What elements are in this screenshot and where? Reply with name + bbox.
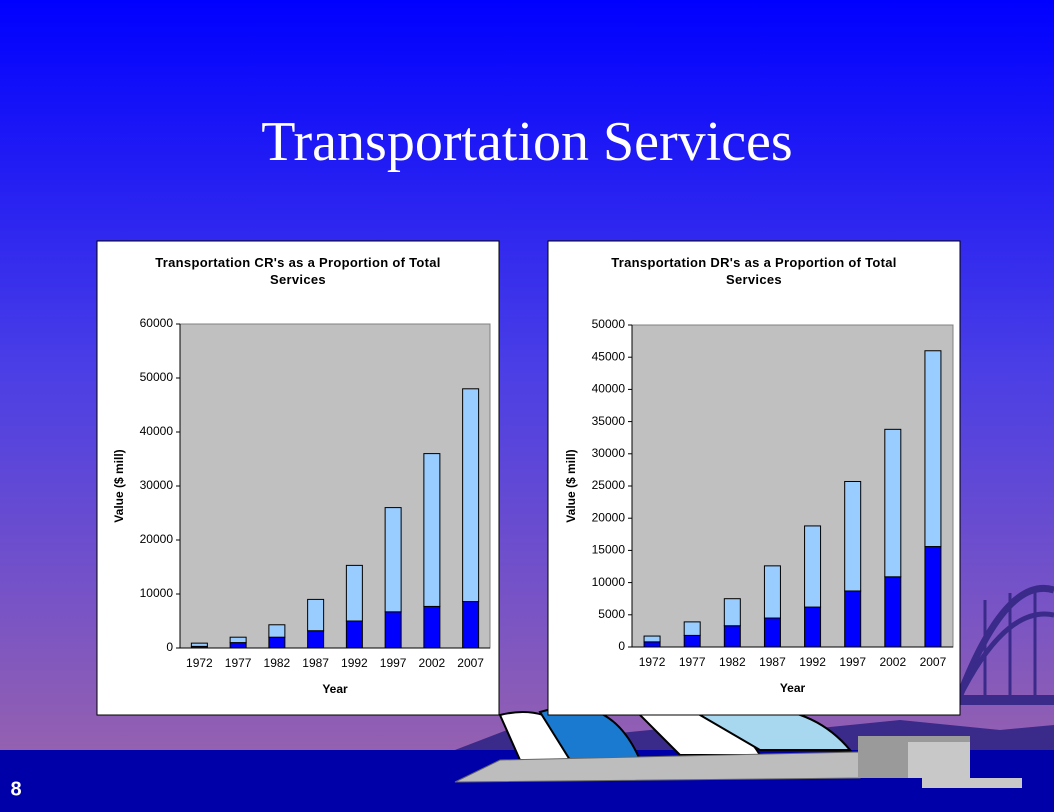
bar-segment bbox=[763, 565, 781, 619]
page-number: 8 bbox=[10, 778, 21, 800]
bar-segment bbox=[884, 576, 902, 648]
y-tick-label: 40000 bbox=[140, 424, 174, 438]
x-tick-label: 1972 bbox=[639, 655, 666, 669]
bar-segment bbox=[763, 617, 781, 648]
x-tick-label: 1987 bbox=[759, 655, 786, 669]
x-tick-label: 2002 bbox=[879, 655, 906, 669]
bar-segment bbox=[723, 598, 741, 627]
x-tick-label: 2007 bbox=[457, 656, 484, 670]
x-tick-label: 1997 bbox=[380, 656, 407, 670]
bar-segment bbox=[268, 636, 286, 649]
bar-segment bbox=[345, 564, 363, 622]
bar-segment bbox=[423, 605, 441, 649]
y-tick-label: 20000 bbox=[140, 532, 174, 546]
bar-segment bbox=[643, 641, 661, 648]
decoration bbox=[0, 585, 1054, 812]
bar-segment bbox=[723, 625, 741, 648]
y-tick-label: 25000 bbox=[592, 478, 626, 492]
x-tick-label: 1982 bbox=[719, 655, 746, 669]
x-tick-label: 1992 bbox=[799, 655, 826, 669]
y-tick-label: 35000 bbox=[592, 414, 626, 428]
y-tick-label: 0 bbox=[618, 639, 625, 653]
x-tick-label: 2007 bbox=[920, 655, 947, 669]
bar-segment bbox=[683, 634, 701, 648]
y-tick-label: 20000 bbox=[592, 510, 626, 524]
bar-segment bbox=[190, 642, 208, 647]
y-axis-label: Value ($ mill) bbox=[564, 449, 578, 522]
x-tick-label: 1972 bbox=[186, 656, 213, 670]
bar-segment bbox=[345, 620, 363, 649]
bar-segment bbox=[462, 388, 480, 603]
bar-segment bbox=[307, 630, 325, 649]
chart-title: Transportation CR's as a Proportion of T… bbox=[155, 255, 441, 287]
x-tick-label: 1977 bbox=[679, 655, 706, 669]
plot-area bbox=[631, 324, 954, 648]
y-tick-label: 50000 bbox=[140, 370, 174, 384]
bar-segment bbox=[924, 546, 942, 648]
bar-segment bbox=[462, 601, 480, 649]
slide-title: Transportation Services bbox=[261, 111, 793, 173]
x-tick-label: 1977 bbox=[225, 656, 252, 670]
plot-area bbox=[179, 323, 491, 649]
bar-segment bbox=[804, 525, 822, 608]
y-tick-label: 10000 bbox=[140, 586, 174, 600]
bar-segment bbox=[683, 621, 701, 636]
bar-segment bbox=[423, 453, 441, 607]
bar-segment bbox=[844, 480, 862, 592]
y-tick-label: 40000 bbox=[592, 382, 626, 396]
x-tick-label: 1987 bbox=[302, 656, 329, 670]
bar-segment bbox=[307, 598, 325, 632]
y-tick-label: 45000 bbox=[592, 349, 626, 363]
bar-segment bbox=[884, 428, 902, 578]
y-tick-label: 10000 bbox=[592, 575, 626, 589]
x-axis-label: Year bbox=[780, 681, 806, 695]
chart: 0 10000 20000 30000 40000 50000 60000 1972 1977 1… bbox=[96, 240, 500, 716]
y-axis-label: Value ($ mill) bbox=[112, 449, 126, 522]
bar-segment bbox=[844, 590, 862, 648]
y-tick-label: 15000 bbox=[592, 543, 626, 557]
y-tick-label: 5000 bbox=[598, 607, 625, 621]
bar-segment bbox=[384, 507, 402, 613]
y-tick-label: 0 bbox=[166, 640, 173, 654]
bar-segment bbox=[924, 350, 942, 548]
bar-segment bbox=[804, 606, 822, 648]
y-tick-label: 30000 bbox=[140, 478, 174, 492]
bar-segment bbox=[229, 636, 247, 644]
bar-segment bbox=[229, 642, 247, 649]
x-axis-label: Year bbox=[322, 682, 348, 696]
bar-segment bbox=[268, 624, 286, 638]
y-tick-label: 60000 bbox=[140, 316, 174, 330]
x-tick-label: 1982 bbox=[264, 656, 291, 670]
x-tick-label: 2002 bbox=[419, 656, 446, 670]
bar-segment bbox=[643, 635, 661, 643]
chart-title: Transportation DR's as a Proportion of T… bbox=[611, 255, 897, 287]
x-tick-label: 1992 bbox=[341, 656, 368, 670]
x-tick-label: 1997 bbox=[839, 655, 866, 669]
y-tick-label: 50000 bbox=[592, 317, 626, 331]
chart: 0 5000 10000 15000 20000 25000 30000 35000 40000… bbox=[547, 240, 961, 716]
y-tick-label: 30000 bbox=[592, 446, 626, 460]
bar-segment bbox=[384, 611, 402, 649]
